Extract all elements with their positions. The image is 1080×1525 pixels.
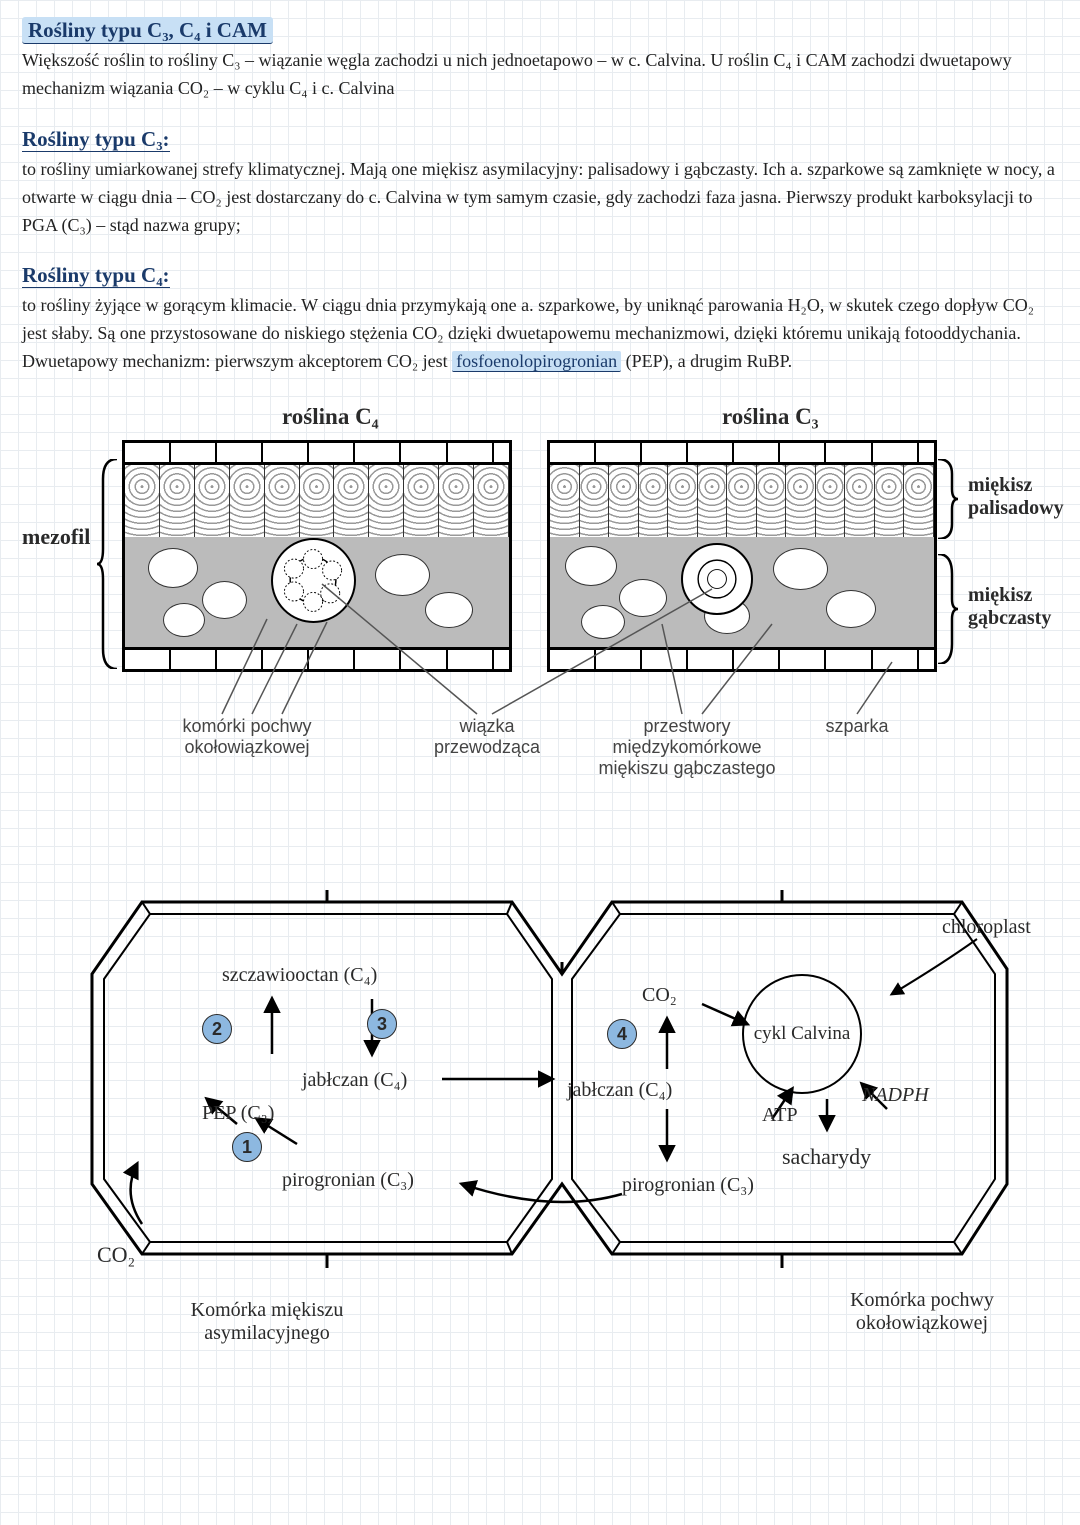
palisade-label: miękisz palisadowy	[968, 474, 1068, 520]
main-title: Rośliny typu C₃, C₄ i CAM	[22, 17, 273, 44]
c4-cycle-figure: szczawiooctan (C₄) jabłczan (C₄) PEP (C₃…	[22, 854, 1058, 1374]
right-brace-1-icon	[938, 459, 958, 539]
chloroplast-label: chloroplast	[942, 916, 1031, 939]
step-1-badge: 1	[232, 1132, 262, 1162]
jablczan-right-label: jabłczan (C₄)	[567, 1079, 672, 1102]
c3-cross-box	[547, 440, 937, 672]
cell-right-caption: Komórka pochwy okołowiązkowej	[822, 1289, 1022, 1335]
step-3-badge: 3	[367, 1009, 397, 1039]
cell-left-caption: Komórka miękiszu asymilacyjnego	[152, 1299, 382, 1345]
c3-text: to rośliny umiarkowanej strefy klimatycz…	[22, 156, 1058, 240]
c4-text: to rośliny żyjące w gorącym klimacie. W …	[22, 292, 1058, 376]
bundle-sheath-c4	[271, 538, 356, 623]
pointer-label-4: szparka	[812, 716, 902, 737]
c4-block: Rośliny typu C₄: to rośliny żyjące w gor…	[22, 263, 1058, 376]
atp-label: ATP	[762, 1104, 798, 1127]
pirogronian-left-label: pirogronian (C₃)	[282, 1169, 414, 1192]
step-2-badge: 2	[202, 1014, 232, 1044]
jablczan-left-label: jabłczan (C₄)	[302, 1069, 407, 1092]
c3-title: Rośliny typu C₃:	[22, 127, 170, 152]
spongy-label: miękisz gąbczasty	[968, 584, 1068, 630]
pep-label: PEP (C₃)	[202, 1102, 274, 1125]
pointer-label-3: przestwory międzykomórkowe miękiszu gąbc…	[582, 716, 792, 779]
bundle-sheath-c3	[681, 543, 753, 615]
cross-title-c4: roślina C₄	[282, 404, 379, 430]
cross-title-c3: roślina C₃	[722, 404, 819, 430]
c4-cross-box	[122, 440, 512, 672]
cross-section-figure: mezofil roślina C₄ roślina C₃	[22, 404, 1058, 834]
co2-out-label: CO₂	[642, 984, 677, 1007]
pirogronian-right-label: pirogronian (C₃)	[622, 1174, 754, 1197]
mezofil-label: mezofil	[22, 524, 90, 550]
sacharydy-label: sacharydy	[782, 1144, 871, 1170]
intro-para: Większość roślin to rośliny C₃ – wiązani…	[22, 47, 1058, 103]
pointer-label-1: komórki pochwy okołowiązkowej	[152, 716, 342, 758]
c4-title: Rośliny typu C₄:	[22, 263, 170, 288]
step-4-badge: 4	[607, 1019, 637, 1049]
pep-term: fosfoenolopirogronian	[452, 351, 621, 372]
c4-text-after: (PEP), a drugim RuBP.	[626, 351, 793, 371]
c3-block: Rośliny typu C₃: to rośliny umiarkowanej…	[22, 127, 1058, 240]
main-title-row: Rośliny typu C₃, C₄ i CAM	[22, 18, 1058, 43]
calvin-circle: cykl Calvina	[742, 974, 862, 1094]
left-brace-icon	[97, 459, 119, 669]
co2-in-label: CO₂	[97, 1242, 135, 1268]
right-brace-2-icon	[938, 554, 958, 664]
pointer-label-2: wiązka przewodząca	[412, 716, 562, 758]
nadph-label: NADPH	[862, 1084, 929, 1107]
szczawiooctan-label: szczawiooctan (C₄)	[222, 964, 377, 987]
